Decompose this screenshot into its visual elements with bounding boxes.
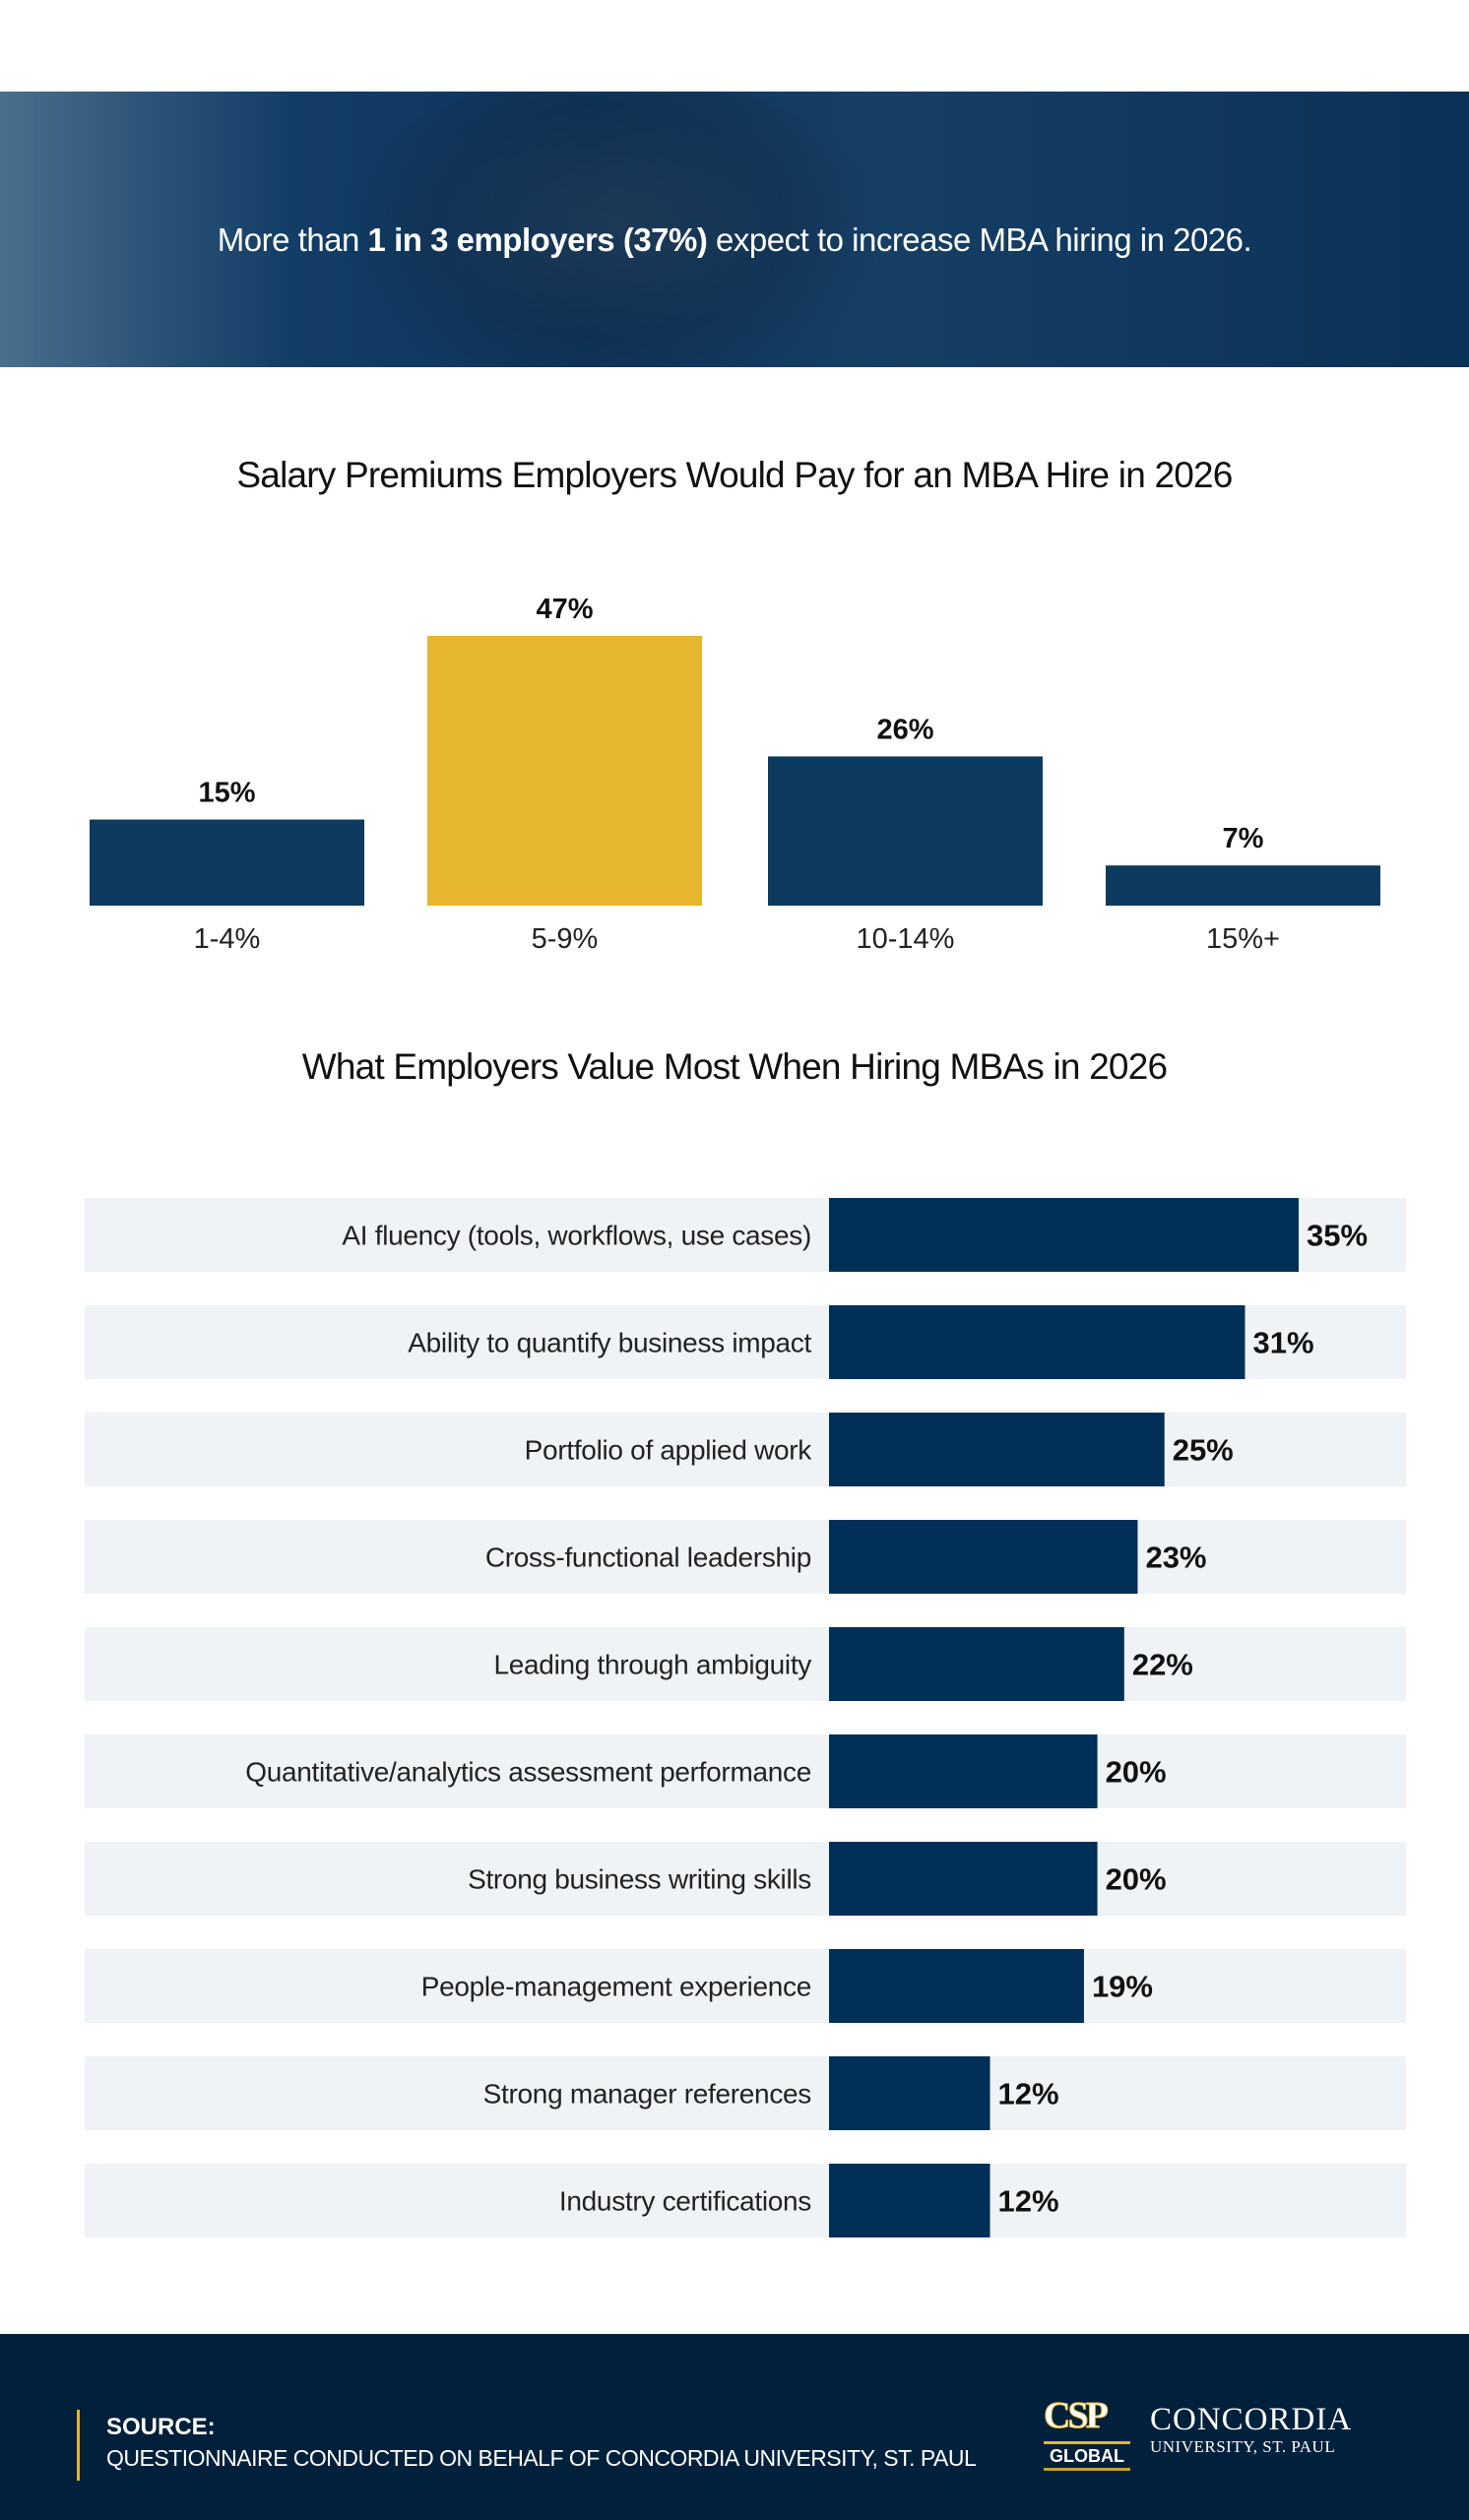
value-data-label: 12% <box>998 2184 1059 2219</box>
value-data-label: 20% <box>1106 1862 1167 1897</box>
row-background <box>85 1627 1406 1701</box>
background-photo <box>335 92 886 367</box>
value-bar <box>829 1842 1098 1916</box>
headline-prefix: More than <box>217 221 368 258</box>
value-bar <box>829 1734 1098 1808</box>
logo-name: CONCORDIA <box>1150 2402 1353 2437</box>
value-data-label: 23% <box>1145 1541 1206 1575</box>
values-chart-title: What Employers Value Most When Hiring MB… <box>301 1046 1168 1087</box>
source-text: QUESTIONNAIRE CONDUCTED ON BEHALF OF CON… <box>106 2445 977 2471</box>
salary-bar <box>768 756 1043 906</box>
salary-category-label: 5-9% <box>532 923 599 955</box>
salary-category-label: 15%+ <box>1206 923 1280 955</box>
value-bar <box>829 1520 1138 1594</box>
row-background <box>85 2164 1406 2237</box>
salary-data-label: 26% <box>876 714 933 745</box>
value-category-label: Leading through ambiguity <box>493 1650 811 1680</box>
value-category-label: Strong business writing skills <box>468 1864 811 1895</box>
footer <box>0 2334 1469 2520</box>
logo-tagline: UNIVERSITY, ST. PAUL <box>1150 2437 1336 2456</box>
salary-data-label: 15% <box>198 778 255 809</box>
salary-data-label: 47% <box>536 594 593 625</box>
value-category-label: AI fluency (tools, workflows, use cases) <box>342 1221 811 1251</box>
salary-category-label: 10-14% <box>857 923 955 955</box>
value-bar <box>829 1413 1165 1486</box>
row-background <box>85 1842 1406 1916</box>
value-data-label: 20% <box>1106 1755 1167 1790</box>
logo-sub: GLOBAL <box>1044 2441 1130 2471</box>
value-bar <box>829 2056 990 2130</box>
salary-category-label: 1-4% <box>194 923 261 955</box>
value-bar <box>829 1198 1299 1272</box>
value-data-label: 12% <box>998 2077 1059 2111</box>
charts-canvas: 15% 1-4% 47% 5-9% 26% 10-14% 7% 15%+ AI fluency … <box>85 594 1406 2237</box>
row-background <box>85 1949 1406 2023</box>
value-category-label: Industry certifications <box>559 2186 811 2217</box>
row-background <box>85 1520 1406 1594</box>
salary-chart-title: Salary Premiums Employers Would Pay for … <box>236 455 1233 495</box>
value-bar <box>829 1949 1084 2023</box>
source-label: SOURCE: <box>106 2414 216 2440</box>
salary-bar <box>427 636 702 906</box>
value-bar <box>829 1627 1124 1701</box>
value-data-label: 19% <box>1092 1970 1153 2004</box>
value-data-label: 31% <box>1252 1326 1313 1360</box>
headline: More than 1 in 3 employers (37%) expect … <box>0 221 1469 259</box>
row-background <box>85 1734 1406 1808</box>
value-data-label: 22% <box>1132 1648 1193 1682</box>
value-category-label: Portfolio of applied work <box>525 1435 813 1466</box>
headline-highlight: 1 in 3 employers (37%) <box>367 221 708 258</box>
value-category-label: Cross-functional leadership <box>485 1543 811 1573</box>
value-category-label: Strong manager references <box>483 2079 811 2110</box>
row-background <box>85 1413 1406 1486</box>
salary-data-label: 7% <box>1223 823 1264 854</box>
concordia-logo: CSP GLOBAL CONCORDIA UNIVERSITY, ST. PAU… <box>1044 2394 1398 2473</box>
value-data-label: 25% <box>1173 1433 1234 1468</box>
row-background <box>85 2056 1406 2130</box>
value-bar <box>829 2164 990 2237</box>
hero-banner: More than 1 in 3 employers (37%) expect … <box>0 92 1469 367</box>
salary-bar <box>1106 865 1380 906</box>
value-category-label: Quantitative/analytics assessment perfor… <box>245 1757 811 1788</box>
value-data-label: 35% <box>1307 1219 1368 1253</box>
value-category-label: People-management experience <box>421 1972 811 2002</box>
value-category-label: Ability to quantify business impact <box>408 1328 811 1358</box>
value-bar <box>829 1305 1245 1379</box>
salary-bar <box>90 819 364 906</box>
logo-mark: CSP <box>1044 2395 1110 2437</box>
source-accent-bar <box>77 2410 80 2481</box>
headline-suffix: expect to increase MBA hiring in 2026. <box>707 221 1252 258</box>
